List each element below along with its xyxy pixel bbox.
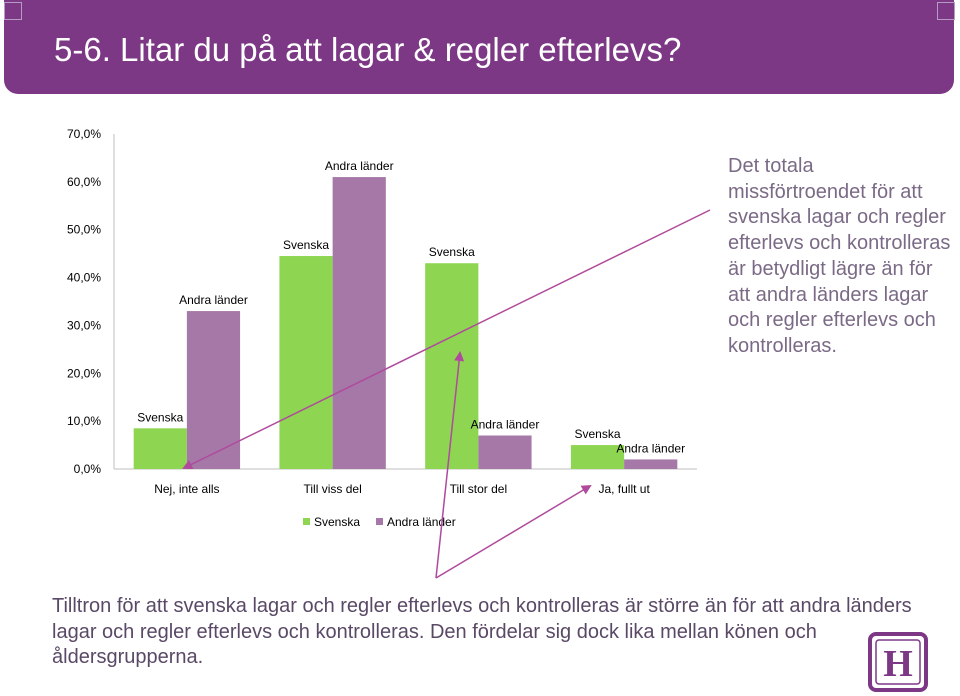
legend-label: Andra länder [387,515,456,529]
y-tick-label: 10,0% [67,414,101,428]
y-tick-label: 70,0% [67,127,101,141]
bar-andra-lander [478,435,532,469]
bar-andra-lander [186,311,241,469]
bar-label: Andra länder [179,293,248,307]
x-tick-label: Ja, fullt ut [598,482,650,496]
corner-marker-left [4,2,22,20]
bar-label: Andra länder [471,418,540,432]
legend-swatch [376,518,383,525]
y-tick-label: 50,0% [67,223,101,237]
corner-marker-right [937,2,955,20]
bar-label: Svenska [429,245,475,259]
legend-label: Svenska [314,515,360,529]
bar-label: Svenska [575,427,621,441]
y-tick-label: 30,0% [67,318,101,332]
x-tick-label: Till stor del [450,482,508,496]
bar-label: Andra länder [616,441,685,455]
legend-swatch [303,518,310,525]
y-tick-label: 40,0% [67,271,101,285]
y-tick-label: 60,0% [67,175,101,189]
x-tick-label: Nej, inte alls [154,482,219,496]
side-annotation-text: Det totala missförtroendet för att svens… [728,155,951,357]
bar-svenska [279,256,333,469]
slide-title: 5-6. Litar du på att lagar & regler efte… [54,31,682,68]
bar-label: Svenska [283,238,329,252]
logo-icon: H [868,632,928,692]
logo-letter: H [883,643,913,685]
bar-svenska [133,428,187,469]
bar-svenska [425,263,479,469]
y-tick-label: 20,0% [67,366,101,380]
summary-text: Tilltron för att svenska lagar och regle… [52,595,912,668]
bar-andra-lander [624,459,678,469]
bar-andra-lander [332,177,386,470]
y-tick-label: 0,0% [74,462,102,476]
slide-header: 5-6. Litar du på att lagar & regler efte… [4,0,954,94]
bar-label: Svenska [137,410,183,424]
bar-label: Andra länder [325,159,394,173]
x-tick-label: Till viss del [304,482,362,496]
